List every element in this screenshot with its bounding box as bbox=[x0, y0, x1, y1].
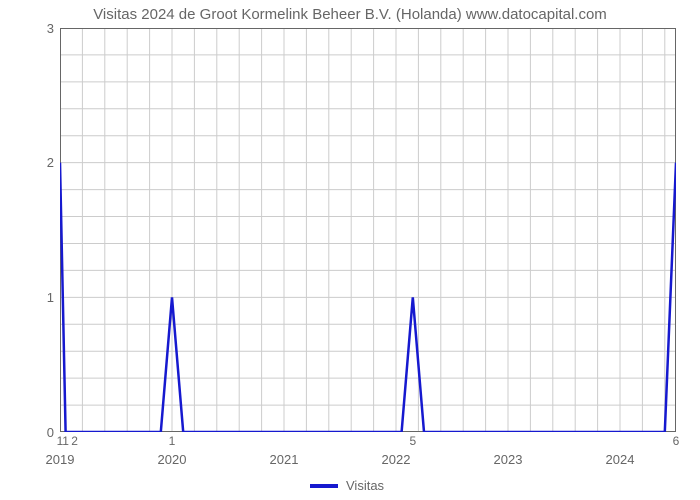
x-tick-label: 2020 bbox=[142, 452, 202, 467]
point-label: 2 bbox=[65, 434, 85, 448]
plot-area bbox=[60, 28, 676, 432]
chart-container: Visitas 2024 de Groot Kormelink Beheer B… bbox=[0, 0, 700, 500]
plot-svg bbox=[60, 28, 676, 432]
x-tick-label: 2021 bbox=[254, 452, 314, 467]
legend-label: Visitas bbox=[346, 478, 384, 493]
legend-swatch bbox=[310, 484, 338, 488]
point-label: 6 bbox=[666, 434, 686, 448]
y-tick-label: 2 bbox=[24, 155, 54, 170]
legend: Visitas bbox=[310, 478, 384, 493]
point-label: 5 bbox=[403, 434, 423, 448]
x-tick-label: 2019 bbox=[30, 452, 90, 467]
chart-title: Visitas 2024 de Groot Kormelink Beheer B… bbox=[0, 6, 700, 23]
x-tick-label: 2024 bbox=[590, 452, 650, 467]
y-tick-label: 3 bbox=[24, 21, 54, 36]
y-tick-label: 1 bbox=[24, 290, 54, 305]
point-label: 1 bbox=[162, 434, 182, 448]
x-tick-label: 2022 bbox=[366, 452, 426, 467]
x-tick-label: 2023 bbox=[478, 452, 538, 467]
